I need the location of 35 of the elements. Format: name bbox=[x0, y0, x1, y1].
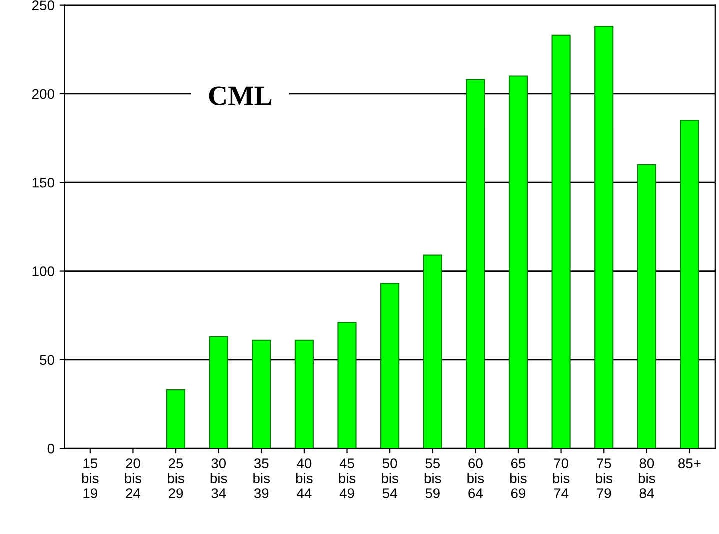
x-tick-label: 35 bis 39 bbox=[254, 458, 270, 498]
bar bbox=[637, 164, 656, 449]
bar bbox=[508, 76, 528, 449]
x-tick-label: 80 bis 84 bbox=[638, 458, 656, 498]
y-tick-label: 100 bbox=[32, 266, 54, 276]
bar bbox=[294, 340, 314, 449]
x-tick-label: 30 bis 34 bbox=[210, 458, 228, 498]
bar bbox=[423, 254, 442, 449]
bar bbox=[252, 340, 272, 449]
x-tick-label: 20 bis 24 bbox=[125, 458, 142, 498]
bar bbox=[680, 120, 700, 449]
x-tick-label: 15 bis 19 bbox=[82, 458, 99, 498]
x-tick-label: 45 bis 49 bbox=[339, 458, 356, 498]
text: CML bbox=[209, 86, 272, 106]
y-tick-label: 150 bbox=[32, 178, 54, 188]
x-tick-label: 55 bis 59 bbox=[424, 458, 442, 498]
x-tick-label: 75 bis 79 bbox=[596, 458, 612, 498]
x-tick-label: 50 bis 54 bbox=[382, 458, 398, 498]
y-tick-label: 200 bbox=[32, 89, 54, 100]
x-tick-label: 60 bis 64 bbox=[468, 458, 484, 498]
y-tick-label: 50 bbox=[40, 355, 54, 366]
x-tick-label: 85+ bbox=[678, 458, 701, 468]
bar bbox=[466, 79, 486, 449]
x-tick-label: 25 bis 29 bbox=[168, 458, 184, 498]
bar bbox=[338, 322, 357, 449]
x-tick-label: 70 bis 74 bbox=[553, 458, 570, 498]
bar bbox=[552, 34, 571, 449]
bar bbox=[209, 336, 228, 449]
bar bbox=[166, 390, 186, 449]
y-tick-label: 250 bbox=[32, 0, 54, 11]
x-tick-label: 40 bis 44 bbox=[296, 458, 313, 498]
y-tick-label: 0 bbox=[48, 444, 54, 454]
bar bbox=[594, 26, 614, 449]
x-tick-label: 65 bis 69 bbox=[510, 458, 527, 498]
bar bbox=[380, 283, 400, 449]
